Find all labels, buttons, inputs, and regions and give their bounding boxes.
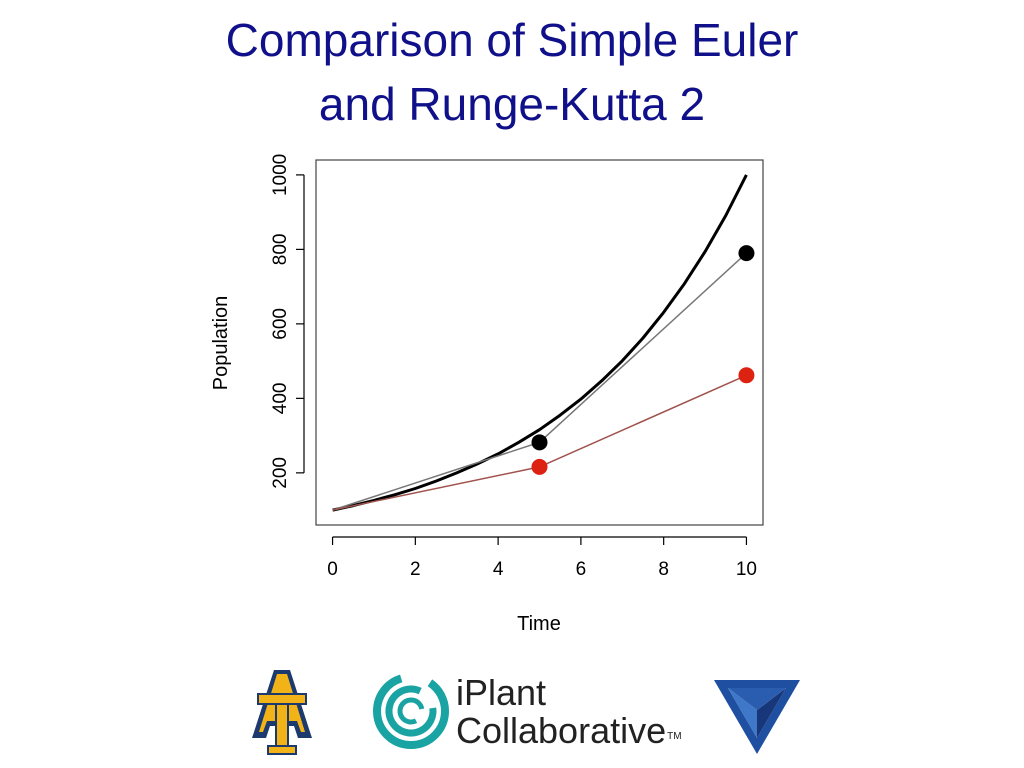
slide-title: Comparison of Simple Euler and Runge-Kut…: [0, 8, 1024, 136]
y-axis-label: Population: [210, 296, 232, 391]
triangle-logo-facet2: [757, 688, 786, 738]
y-axis: 200 400 600 800 1000: [270, 154, 305, 489]
ncat-logo: [252, 670, 312, 755]
exact-solution-curve: [332, 174, 748, 512]
x-tick-label: 4: [493, 559, 504, 580]
x-tick-label: 2: [410, 559, 421, 580]
x-tick-label: 6: [576, 559, 587, 580]
logo-bar: iPlant CollaborativeTM: [0, 660, 1024, 768]
slide-title-line2: and Runge-Kutta 2: [318, 78, 706, 130]
series-2-point: [738, 367, 755, 384]
triangle-logo-facet3: [728, 688, 786, 710]
iplant-logo: iPlant CollaborativeTM: [372, 668, 702, 758]
y-tick-label: 800: [270, 234, 291, 266]
series-layer: [332, 174, 755, 512]
triangle-logo-facet1: [728, 688, 757, 738]
series-1-point: [531, 434, 548, 451]
ncat-logo-stem: [275, 703, 289, 753]
iplant-swirl-icon: [373, 673, 449, 749]
slide-title-line1: Comparison of Simple Euler: [225, 14, 799, 66]
iplant-name-line2-text: Collaborative: [456, 710, 667, 751]
y-tick-label: 1000: [270, 154, 291, 196]
x-axis-label: Time: [517, 613, 561, 635]
ncat-logo-bar: [257, 693, 307, 705]
x-tick-label: 10: [736, 559, 757, 580]
iplant-name-line1: iPlant: [456, 672, 547, 713]
plot-frame: [315, 159, 764, 526]
y-tick-label: 600: [270, 308, 291, 340]
y-tick-label: 400: [270, 383, 291, 415]
iplant-name-line2: CollaborativeTM: [456, 712, 682, 750]
triangle-logo: [714, 680, 800, 754]
population-chart: 0 2 4 6 8 10 200 400 600 800 1000 Time Population: [210, 154, 764, 635]
x-axis: 0 2 4 6 8 10: [327, 536, 757, 580]
series-2-point: [531, 458, 548, 475]
ncat-logo-base: [267, 745, 297, 755]
series-1-point: [738, 245, 755, 262]
y-tick-label: 200: [270, 457, 291, 489]
x-tick-label: 0: [327, 559, 338, 580]
x-tick-label: 8: [658, 559, 669, 580]
iplant-trademark: TM: [667, 731, 682, 742]
